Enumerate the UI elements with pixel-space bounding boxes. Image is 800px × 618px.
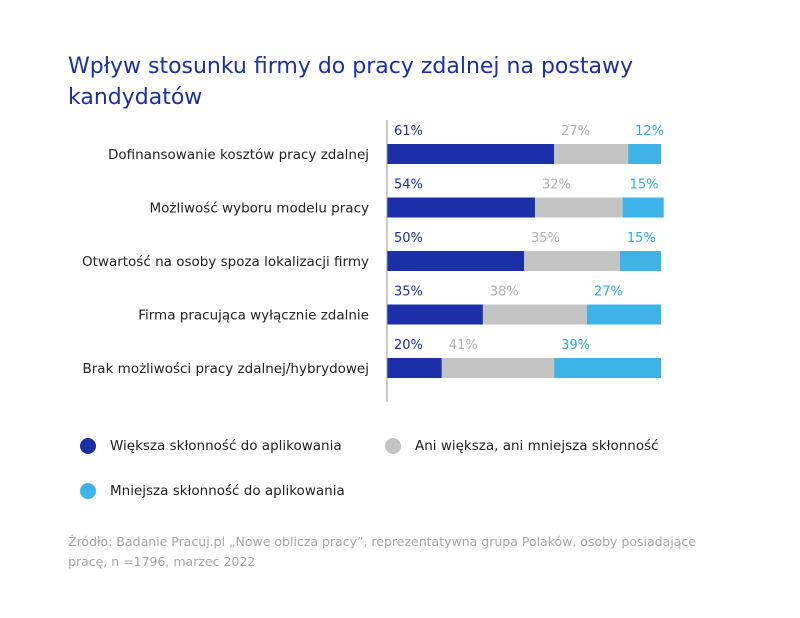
legend-swatch-more-likely xyxy=(80,438,96,454)
bar-segment xyxy=(387,358,442,378)
data-label: 15% xyxy=(627,231,656,246)
data-label: 54% xyxy=(394,178,423,193)
legend-swatch-less-likely xyxy=(80,483,96,499)
chart-plot: Dofinansowanie kosztów pracy zdalnej 61% 2… xyxy=(82,120,664,402)
bar-segment xyxy=(534,197,623,218)
bar-segment xyxy=(441,358,555,378)
bar-segment xyxy=(387,304,483,325)
bar-segment xyxy=(387,197,535,218)
source-note: Źródło: Badanie Pracuj.pl „Nowe oblicza … xyxy=(68,534,696,569)
data-label: 50% xyxy=(394,231,423,246)
bar-segment xyxy=(628,144,661,164)
data-label: 35% xyxy=(394,285,423,300)
data-label: 27% xyxy=(561,124,590,139)
category-label: Możliwość wyboru modelu pracy xyxy=(150,201,370,217)
legend-swatch-neutral xyxy=(385,438,401,454)
data-label: 27% xyxy=(594,285,623,300)
bar-segment xyxy=(619,251,661,271)
bar-segment xyxy=(524,251,620,271)
bar-segment xyxy=(554,358,661,378)
data-label: 32% xyxy=(542,178,571,193)
data-label: 39% xyxy=(561,338,590,353)
data-label: 20% xyxy=(394,338,423,353)
bar-segment xyxy=(554,144,629,164)
category-label: Otwartość na osoby spoza lokalizacji fir… xyxy=(82,254,369,270)
bar-segment xyxy=(587,304,661,325)
legend-item-less-likely: Mniejsza skłonność do aplikowania xyxy=(80,483,345,499)
data-label: 12% xyxy=(635,124,664,139)
category-label: Firma pracująca wyłącznie zdalnie xyxy=(138,308,369,324)
bar-segment xyxy=(622,197,664,218)
data-label: 15% xyxy=(630,178,659,193)
data-label: 61% xyxy=(394,124,423,139)
chart-title: Wpływ stosunku firmy do pracy zdalnej na… xyxy=(68,54,633,110)
legend-item-neutral: Ani większa, ani mniejsza skłonność xyxy=(385,438,659,454)
data-label: 35% xyxy=(531,231,560,246)
bar-segment xyxy=(387,144,555,164)
category-label: Brak możliwości pracy zdalnej/hybrydowej xyxy=(82,361,369,377)
bar-segment xyxy=(482,304,588,325)
data-label: 41% xyxy=(449,338,478,353)
category-label: Dofinansowanie kosztów pracy zdalnej xyxy=(108,147,369,163)
bar-segment xyxy=(387,251,524,271)
legend-item-more-likely: Większa skłonność do aplikowania xyxy=(80,438,342,454)
data-label: 38% xyxy=(490,285,519,300)
legend-label-less-likely: Mniejsza skłonność do aplikowania xyxy=(110,483,345,499)
legend-label-more-likely: Większa skłonność do aplikowania xyxy=(110,438,342,454)
legend-label-neutral: Ani większa, ani mniejsza skłonność xyxy=(415,438,659,454)
